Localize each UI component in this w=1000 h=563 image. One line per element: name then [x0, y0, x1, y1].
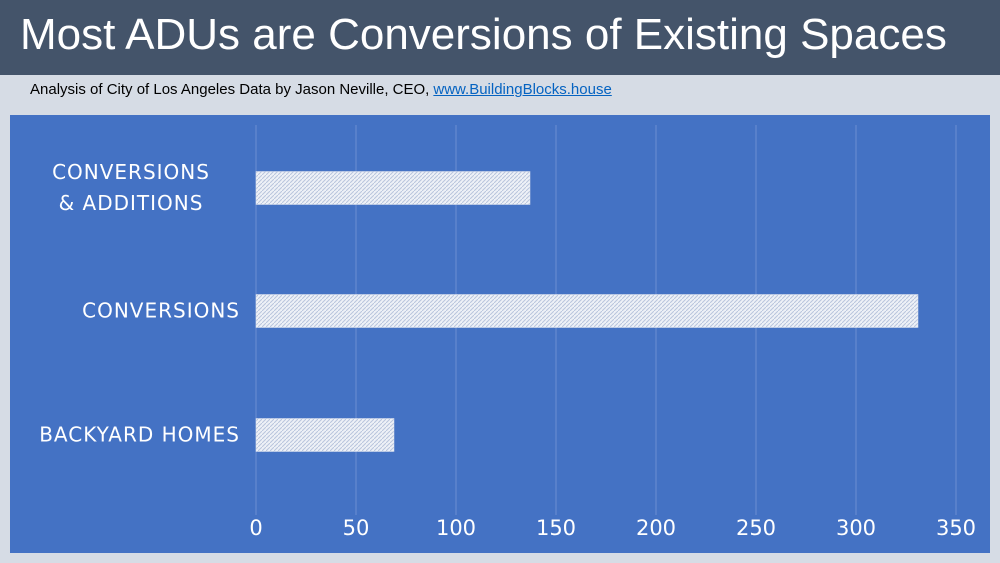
subtitle: Analysis of City of Los Angeles Data by … — [30, 81, 430, 98]
x-tick-label: 150 — [536, 516, 576, 540]
bar — [255, 418, 395, 452]
y-tick-label: CONVERSIONS & ADDITIONS — [52, 160, 210, 215]
y-tick-label: BACKYARD HOMES — [39, 422, 240, 447]
bar — [255, 294, 919, 328]
subtitle-line: Analysis of City of Los Angeles Data by … — [30, 81, 612, 98]
bar — [255, 171, 531, 205]
x-tick-label: 0 — [249, 516, 262, 540]
x-tick-label: 200 — [636, 516, 676, 540]
x-tick-label: 100 — [436, 516, 476, 540]
header-band: Most ADUs are Conversions of Existing Sp… — [0, 0, 1000, 75]
link[interactable]: www.BuildingBlocks.house — [433, 81, 612, 98]
x-tick-label: 350 — [936, 516, 976, 540]
chart: 0 50 100 150 200 250 300 350 — [249, 125, 976, 540]
x-tick-label: 300 — [836, 516, 876, 540]
title: Most ADUs are Conversions of Existing Sp… — [20, 10, 947, 59]
x-tick-label: 250 — [736, 516, 776, 540]
x-tick-label: 50 — [343, 516, 370, 540]
plot-area: 0 50 100 150 200 250 300 350 CONVERSIONS & ADDI… — [10, 115, 990, 553]
y-tick-label: CONVERSIONS — [82, 298, 240, 323]
